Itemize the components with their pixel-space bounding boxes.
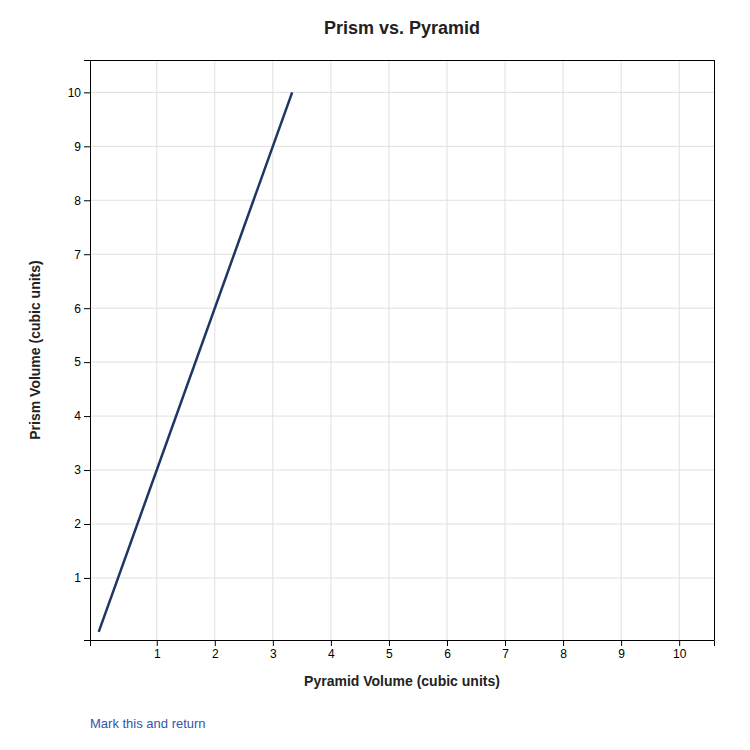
x-tick: 7: [502, 640, 509, 661]
grid-line-y: [90, 524, 714, 525]
y-tick: 10: [68, 86, 90, 100]
annotation: Mark this and return: [90, 716, 206, 731]
x-tick: 10: [673, 640, 687, 661]
marks: [99, 92, 292, 632]
x-tick-mark: [563, 640, 564, 646]
x-tick-label: 5: [386, 647, 393, 661]
x-tick: 9: [618, 640, 625, 661]
y-tick-mark: [84, 578, 90, 579]
grid-line-y: [90, 92, 714, 93]
x-tick: 2: [212, 640, 219, 661]
x-tick-label: 3: [270, 647, 277, 661]
x-axis-label: Pyramid Volume (cubic units): [304, 673, 500, 689]
frame-top: [90, 60, 714, 61]
grid: [90, 60, 714, 640]
y-tick: 4: [74, 409, 90, 423]
y-tick-label: 10: [68, 86, 82, 100]
x-tick: 8: [560, 640, 567, 661]
x-tick-label: 8: [560, 647, 567, 661]
y-tick: 8: [74, 194, 90, 208]
y-tick-mark: [84, 362, 90, 363]
x-tick-mark: [331, 640, 332, 646]
x-tick: 5: [386, 640, 393, 661]
y-tick-label: 8: [74, 194, 81, 208]
x-axis-line: [91, 641, 715, 647]
y-tick-mark: [84, 416, 90, 417]
x-tick-label: 7: [502, 647, 509, 661]
grid-line-y: [90, 362, 714, 363]
x-tick-mark: [215, 640, 216, 646]
x-tick-mark: [447, 640, 448, 646]
line: [99, 92, 292, 632]
x-tick-mark: [157, 640, 158, 646]
chart: 1 2 3 4 5 6 7 8 9 10 1 2 3 4 5 6 7 8 9 10 Prism vs. Pyramid P…: [0, 0, 750, 750]
grid-line-y: [90, 416, 714, 417]
x-tick: 4: [328, 640, 335, 661]
y-axis: 1 2 3 4 5 6 7 8 9 10: [68, 61, 91, 641]
y-tick-mark: [84, 200, 90, 201]
y-tick-label: 1: [74, 571, 81, 585]
y-tick-label: 7: [74, 248, 81, 262]
y-axis-label: Prism Volume (cubic units): [27, 260, 43, 439]
y-tick-mark: [84, 92, 90, 93]
grid-line-x: [621, 60, 622, 640]
frame-right: [714, 60, 715, 640]
grid-line-x: [505, 60, 506, 640]
grid-line-x: [330, 60, 331, 640]
grid-line-x: [679, 60, 680, 640]
grid-line-y: [90, 200, 714, 201]
y-tick-label: 5: [74, 355, 81, 369]
y-tick: 5: [74, 355, 90, 369]
y-axis-line: [84, 61, 91, 641]
x-tick-label: 6: [444, 647, 451, 661]
y-tick: 6: [74, 302, 90, 316]
x-tick-label: 9: [618, 647, 625, 661]
grid-line-x: [156, 60, 157, 640]
title: Prism vs. Pyramid: [324, 18, 480, 38]
grid-line-y: [90, 577, 714, 578]
y-tick: 1: [74, 571, 90, 585]
y-tick-mark: [84, 470, 90, 471]
x-tick: 6: [444, 640, 451, 661]
y-tick-label: 2: [74, 517, 81, 531]
grid-line-y: [90, 146, 714, 147]
x-tick-label: 1: [154, 647, 161, 661]
y-tick: 3: [74, 463, 90, 477]
x-tick-label: 2: [212, 647, 219, 661]
y-tick: 9: [74, 140, 90, 154]
y-tick-mark: [84, 146, 90, 147]
grid-line-y: [90, 254, 714, 255]
grid-line-y: [90, 308, 714, 309]
y-tick-label: 3: [74, 463, 81, 477]
y-tick-mark: [84, 308, 90, 309]
x-tick-label: 4: [328, 647, 335, 661]
x-tick-mark: [505, 640, 506, 646]
grid-line-x: [563, 60, 564, 640]
y-tick-label: 9: [74, 140, 81, 154]
y-tick-mark: [84, 254, 90, 255]
x-tick-mark: [273, 640, 274, 646]
grid-line-y: [90, 470, 714, 471]
x-tick-mark: [389, 640, 390, 646]
y-tick: 7: [74, 248, 90, 262]
grid-line-x: [388, 60, 389, 640]
y-tick-mark: [84, 524, 90, 525]
y-tick: 2: [74, 517, 90, 531]
x-tick-mark: [621, 640, 622, 646]
x-axis: 1 2 3 4 5 6 7 8 9 10: [91, 640, 715, 661]
y-tick-label: 4: [74, 409, 81, 423]
grid-line-x: [214, 60, 215, 640]
y-tick-label: 6: [74, 302, 81, 316]
grid-line-x: [446, 60, 447, 640]
x-tick: 3: [270, 640, 277, 661]
plot: 1 2 3 4 5 6 7 8 9 10 1 2 3 4 5 6 7 8 9 10: [68, 60, 715, 661]
x-tick: 1: [154, 640, 161, 661]
x-tick-mark: [679, 640, 680, 646]
x-tick-label: 10: [673, 647, 687, 661]
